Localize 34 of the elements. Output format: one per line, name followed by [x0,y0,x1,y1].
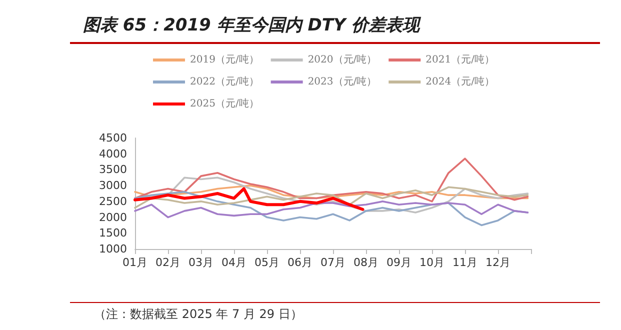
line-series [134,184,529,200]
x-tick-label: 08月 [354,256,378,269]
y-tick-label: 3000 [99,179,127,192]
legend-label: 2020（元/吨） [308,54,377,66]
x-tick-label: 04月 [222,256,246,269]
line-series [134,200,529,218]
x-tick-label: 01月 [122,256,148,269]
line-series [134,187,364,211]
legend-label: 2022（元/吨） [190,76,259,88]
y-tick-label: 2500 [99,194,127,208]
x-tick-label: 05月 [254,256,280,269]
legend-label: 2024（元/吨） [426,76,494,88]
x-tick-label: 07月 [320,256,346,269]
x-tick-label: 10月 [420,256,444,269]
y-tick-label: 4000 [99,147,127,160]
x-tick-label: 09月 [386,256,412,269]
line-series [134,186,529,209]
text: （注：数据截至 2025 年 7 月 29 日） [94,307,302,321]
y-tick-label: 1500 [99,226,127,240]
legend-label: 2019（元/吨） [190,54,259,66]
legend-label: 2021（元/吨） [426,54,494,66]
x-tick-label: 12月 [486,256,510,269]
y-tick-label: 4500 [99,132,127,144]
x-tick-label: 03月 [188,256,214,269]
line-series [134,158,529,202]
x-tick-label: 11月 [452,256,478,269]
y-tick-label: 1000 [99,242,127,256]
chart-title: 图表 65：2019 年至今国内 DTY 价差表现 [83,16,422,36]
x-tick-label: 06月 [288,256,312,269]
legend-label: 2023（元/吨） [308,76,377,88]
y-tick-label: 2000 [99,210,127,224]
legend-label: 2025（元/吨） [190,98,259,110]
y-tick-label: 3500 [99,163,127,176]
x-tick-label: 02月 [156,256,180,269]
